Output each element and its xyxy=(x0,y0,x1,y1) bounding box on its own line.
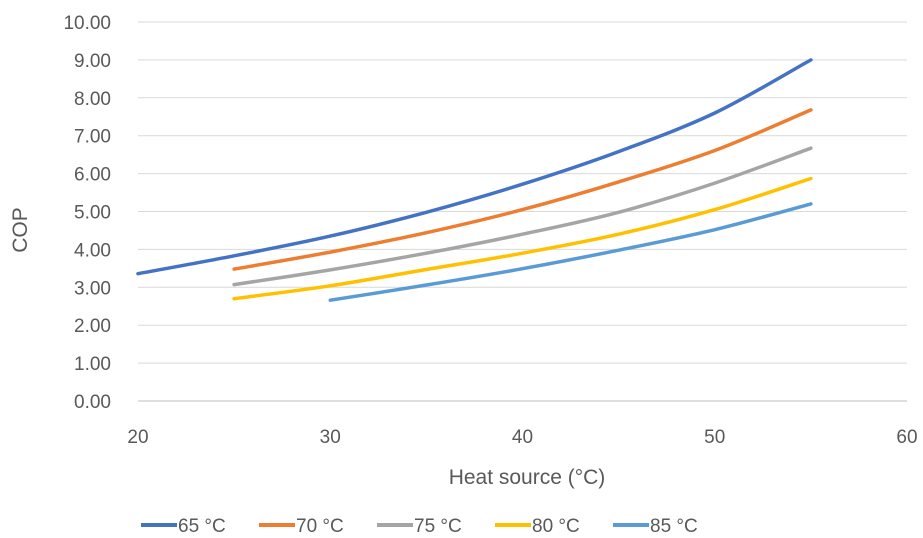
y-axis-ticks: 0.00 1.00 2.00 3.00 4.00 5.00 6.00 7.00 8.00 9.00… xyxy=(63,13,111,413)
y-tick-label: 0.00 xyxy=(74,392,111,413)
series-line-4 xyxy=(232,176,813,301)
series-line-1 xyxy=(136,58,813,276)
series-line-3 xyxy=(232,146,813,287)
x-tick-label: 20 xyxy=(127,427,148,448)
x-tick-label: 40 xyxy=(512,427,533,448)
legend-label: 70 °C xyxy=(296,516,344,537)
y-tick-label: 9.00 xyxy=(74,51,111,72)
y-tick-label: 2.00 xyxy=(74,316,111,337)
y-tick-label: 10.00 xyxy=(63,13,111,34)
legend-label: 85 °C xyxy=(650,516,698,537)
gridlines xyxy=(138,21,907,402)
x-tick-label: 50 xyxy=(704,427,725,448)
x-axis-title: Heat source (°C) xyxy=(449,466,606,489)
y-tick-label: 6.00 xyxy=(74,165,111,186)
y-tick-label: 7.00 xyxy=(74,127,111,148)
series-line-2 xyxy=(232,108,813,271)
y-axis-title: COP xyxy=(9,207,32,253)
series-line-5 xyxy=(328,202,813,302)
y-tick-label: 3.00 xyxy=(74,278,111,299)
x-tick-label: 60 xyxy=(896,427,917,448)
legend: 65 °C 70 °C 75 °C 80 °C 85 °C xyxy=(141,516,698,537)
x-tick-label: 30 xyxy=(320,427,341,448)
series-lines xyxy=(136,58,813,302)
y-tick-label: 8.00 xyxy=(74,89,111,110)
x-axis-ticks: 20 30 40 50 60 xyxy=(127,427,917,448)
y-tick-label: 5.00 xyxy=(74,203,111,224)
y-tick-label: 1.00 xyxy=(74,354,111,375)
legend-label: 65 °C xyxy=(178,516,226,537)
legend-label: 80 °C xyxy=(532,516,580,537)
y-tick-label: 4.00 xyxy=(74,240,111,261)
legend-label: 75 °C xyxy=(414,516,462,537)
